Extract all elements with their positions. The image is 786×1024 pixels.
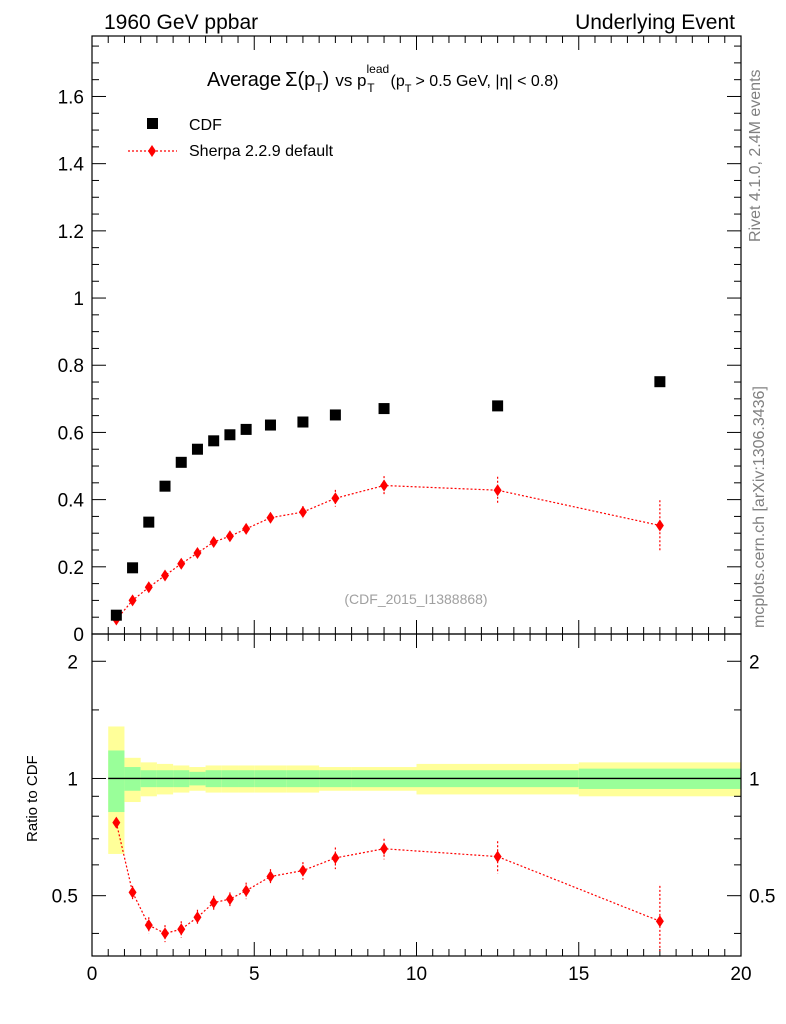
sherpa-point: [655, 519, 664, 532]
y-tick-label: 1: [73, 289, 84, 310]
ratio-point: [380, 842, 389, 855]
title-average: Average: [207, 69, 281, 91]
sherpa-point: [144, 581, 153, 594]
header-energy-label: 1960 GeV ppbar: [104, 11, 258, 34]
cdf-point: [159, 480, 171, 492]
y-tick-label: 0: [73, 625, 84, 646]
ratio-point: [242, 884, 251, 897]
legend-mc-label: Sherpa 2.2.9 default: [189, 143, 334, 160]
ratio-ticks: 0.5 0.51 12 20 5 10 15 20: [52, 634, 775, 985]
main-y-ticks: 0 0.2 0.4 0.6 0.8 1 1.2 1.4 1.6: [58, 36, 742, 646]
cdf-point: [175, 456, 187, 468]
header-process-label: Underlying Event: [575, 11, 735, 34]
sherpa-point: [298, 506, 307, 519]
legend-cdf-label: CDF: [189, 117, 222, 134]
ratio-tick-label-right: 1: [749, 769, 760, 790]
ratio-point: [161, 927, 170, 940]
main-panel: (CDF_2015_I1388868) Average Σ(pT) vs plead…: [58, 35, 742, 646]
mcplots-source-label: mcplots.cern.ch [arXiv:1306.3436]: [751, 386, 768, 628]
sherpa-point: [225, 530, 234, 543]
cdf-point: [264, 419, 276, 431]
cdf-point: [224, 429, 236, 441]
ratio-data-layer: [112, 816, 664, 952]
title-pt-sub: T: [315, 81, 323, 95]
cdf-point: [143, 516, 155, 528]
cdf-point: [191, 443, 203, 455]
ratio-tick-label-left: 0.5: [52, 887, 78, 908]
title-cut-sub: T: [405, 83, 412, 95]
x-tick-label: 10: [406, 964, 427, 985]
cdf-point: [127, 562, 139, 574]
ratio-point: [225, 893, 234, 906]
ratio-panel: 0.5 0.51 12 20 5 10 15 20 Ratio to CDF: [24, 633, 775, 985]
rivet-version-label: Rivet 4.1.0, 2.4M events: [747, 69, 764, 242]
y-tick-label: 0.2: [58, 558, 84, 579]
ratio-point: [331, 851, 340, 864]
cdf-point: [110, 609, 122, 621]
sherpa-line: [115, 484, 661, 620]
title-cut-open: (p: [391, 73, 405, 90]
cdf-point: [492, 400, 504, 412]
title-close-paren: ): [323, 69, 330, 91]
analysis-watermark: (CDF_2015_I1388868): [344, 591, 487, 607]
ratio-point: [177, 923, 186, 936]
ratio-uncertainty-bands: [108, 726, 741, 854]
ratio-point: [112, 816, 121, 829]
ratio-y-axis-label: Ratio to CDF: [24, 755, 41, 842]
y-tick-label: 0.8: [58, 356, 84, 377]
sherpa-point: [193, 547, 202, 560]
cdf-point: [654, 376, 666, 388]
ratio-point: [266, 870, 275, 883]
chart-title: Average Σ(pT) vs plead T (pT > 0.5 GeV, |η| <…: [207, 62, 558, 95]
ratio-tick-label-right: 0.5: [749, 887, 775, 908]
ratio-point: [144, 919, 153, 932]
sherpa-point: [380, 479, 389, 492]
title-pt-lead-sub: T: [367, 81, 375, 95]
ratio-point: [493, 850, 502, 863]
ratio-point: [193, 911, 202, 924]
title-lead-sup: lead: [367, 62, 390, 76]
y-tick-label: 0.6: [58, 423, 84, 444]
sherpa-point: [266, 511, 275, 524]
cdf-point: [208, 435, 220, 447]
sherpa-point: [493, 484, 502, 497]
title-vs: vs p: [335, 71, 366, 90]
title-cut-rest: > 0.5 GeV, |η| < 0.8): [416, 73, 559, 90]
legend-mc-marker: [148, 145, 156, 157]
y-tick-label: 1.4: [58, 155, 85, 176]
ratio-point: [209, 896, 218, 909]
ratio-frame: [91, 633, 742, 957]
sherpa-point: [177, 557, 186, 570]
ratio-tick-label-right: 2: [749, 652, 760, 673]
sherpa-point: [209, 535, 218, 548]
sherpa-point: [331, 492, 340, 505]
y-tick-label: 0.4: [58, 491, 85, 512]
y-tick-label: 1.6: [58, 87, 84, 108]
sherpa-point: [161, 569, 170, 582]
title-sigma: Σ(p: [285, 69, 315, 91]
x-tick-label: 5: [249, 964, 260, 985]
cdf-point: [378, 403, 390, 415]
cdf-point: [297, 416, 309, 428]
cdf-point: [329, 409, 341, 421]
y-tick-label: 1.2: [58, 222, 84, 243]
cdf-stat-uncertainty-band: [108, 750, 125, 813]
ratio-tick-label-left: 1: [67, 769, 78, 790]
sherpa-point: [242, 522, 251, 535]
ratio-tick-label-left: 2: [67, 652, 78, 673]
ratio-point: [298, 864, 307, 877]
ratio-point: [128, 886, 137, 899]
x-tick-label: 20: [730, 964, 751, 985]
ratio-point: [655, 915, 664, 928]
cdf-point: [240, 423, 252, 435]
legend-cdf-marker: [147, 118, 158, 129]
sherpa-point: [128, 594, 137, 607]
x-tick-label: 15: [568, 964, 589, 985]
x-tick-label: 0: [87, 964, 98, 985]
main-data-layer: [110, 376, 666, 626]
